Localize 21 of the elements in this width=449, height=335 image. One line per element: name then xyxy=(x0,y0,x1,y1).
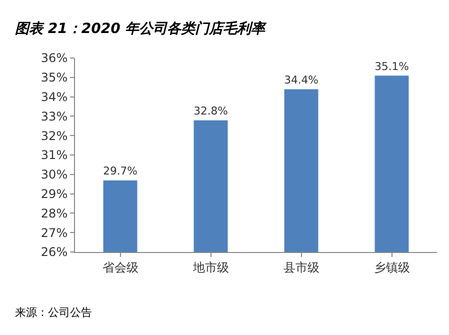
y-tick-label: 26% xyxy=(40,245,68,260)
x-tick-label: 县市级 xyxy=(283,260,320,274)
x-tick-label: 乡镇级 xyxy=(374,260,410,274)
data-label: 29.7% xyxy=(103,164,138,178)
y-tick-label: 27% xyxy=(40,226,68,240)
data-label: 35.1% xyxy=(374,60,409,73)
source-note: 来源：公司公告 xyxy=(15,306,92,319)
x-tick-label: 省会级 xyxy=(102,260,138,274)
y-tick-label: 33% xyxy=(40,109,68,124)
y-tick-label: 29% xyxy=(40,187,68,201)
y-tick-label: 30% xyxy=(40,168,68,182)
y-tick-label: 28% xyxy=(40,206,68,220)
chart-title: 图表 21：2020 年公司各类门店毛利率 xyxy=(15,20,268,37)
y-tick-label: 32% xyxy=(40,128,68,143)
y-tick-label: 34% xyxy=(40,90,68,104)
y-tick-label: 31% xyxy=(40,148,68,162)
data-label: 32.8% xyxy=(194,104,228,118)
y-tick-label: 35% xyxy=(40,70,68,85)
data-label: 34.4% xyxy=(284,73,318,86)
x-tick-label: 地市级 xyxy=(192,260,229,274)
y-tick-label: 36% xyxy=(40,51,68,66)
